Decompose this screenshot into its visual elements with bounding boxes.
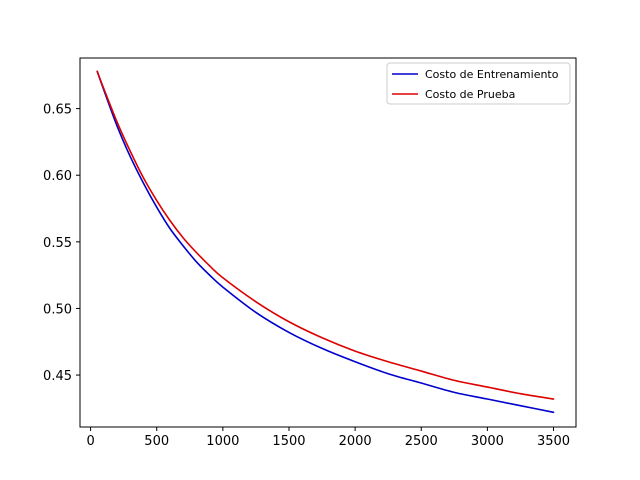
y-tick-label: 0.55 bbox=[43, 236, 72, 251]
legend-entry-label: Costo de Prueba bbox=[425, 88, 515, 101]
x-axis: 0 500 1000 1500 2000 2500 3000 3500 bbox=[86, 427, 570, 449]
y-tick-label: 0.65 bbox=[43, 103, 72, 118]
axes-frame bbox=[79, 57, 577, 428]
x-tick-label: 0 bbox=[86, 434, 94, 449]
x-tick-label: 1500 bbox=[272, 434, 305, 449]
x-tick-label: 500 bbox=[144, 434, 169, 449]
y-axis: 0.45 0.50 0.55 0.60 0.65 bbox=[43, 103, 80, 384]
x-tick-label: 3000 bbox=[471, 434, 504, 449]
legend-box bbox=[386, 62, 571, 105]
plot-area bbox=[96, 70, 555, 414]
x-tick-label: 2000 bbox=[339, 434, 372, 449]
y-tick-label: 0.50 bbox=[43, 302, 72, 317]
x-tick-label: 1000 bbox=[206, 434, 239, 449]
y-tick-label: 0.60 bbox=[43, 169, 72, 184]
x-tick-label: 3500 bbox=[537, 434, 570, 449]
x-tick-label: 2500 bbox=[405, 434, 438, 449]
series-line-test bbox=[96, 70, 555, 400]
series-line-training bbox=[96, 70, 555, 414]
legend: Costo de Entrenamiento Costo de Prueba bbox=[386, 62, 571, 105]
legend-entry-label: Costo de Entrenamiento bbox=[425, 68, 559, 81]
y-tick-label: 0.45 bbox=[43, 369, 72, 384]
